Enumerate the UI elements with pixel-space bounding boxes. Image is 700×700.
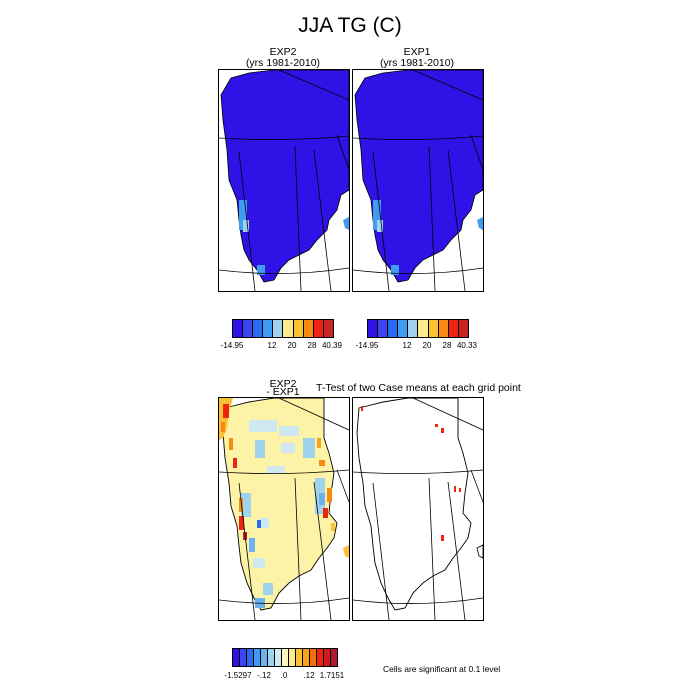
ttest-title: T-Test of two Case means at each grid po… bbox=[316, 382, 521, 394]
panel-title-exp2: EXP2 (yrs 1981-2010) bbox=[218, 47, 348, 69]
colorbar-swatch bbox=[296, 649, 303, 666]
colorbar-swatch bbox=[323, 320, 333, 337]
panel-name-diff-line1: EXP2 bbox=[269, 378, 297, 390]
tick-label: 1.7151 bbox=[319, 671, 345, 680]
colorbar-swatch bbox=[388, 320, 399, 337]
tick-label: 12 bbox=[402, 341, 412, 350]
colorbar-swatch bbox=[324, 649, 331, 666]
tick-label: 20 bbox=[287, 341, 297, 350]
colorbar-swatch bbox=[310, 649, 317, 666]
colorbar-exp1-labels: -14.95 12 20 28 40.33 bbox=[356, 341, 477, 353]
tick-label: .12 bbox=[303, 671, 315, 680]
map-ttest bbox=[352, 397, 484, 621]
colorbar-swatch bbox=[317, 649, 324, 666]
colorbar-swatch bbox=[368, 320, 379, 337]
panel-title-exp1: EXP1 (yrs 1981-2010) bbox=[352, 47, 482, 69]
colorbar-swatch bbox=[282, 649, 289, 666]
colorbar-swatch bbox=[458, 320, 468, 337]
colorbar-swatch bbox=[261, 649, 268, 666]
colorbar-swatch bbox=[289, 649, 296, 666]
tick-label: -1.5297 bbox=[224, 671, 252, 680]
colorbar-swatch bbox=[247, 649, 254, 666]
panel-name-exp1: EXP1 bbox=[403, 46, 431, 58]
tick-label: 40.39 bbox=[321, 341, 343, 350]
colorbar-swatch bbox=[283, 320, 294, 337]
panel-name-diff-line2: - EXP1 bbox=[266, 386, 300, 398]
tick-label: -14.95 bbox=[355, 341, 379, 350]
colorbar-swatch bbox=[233, 649, 240, 666]
colorbar-swatch bbox=[303, 320, 314, 337]
colorbar-swatch bbox=[233, 320, 244, 337]
tick-label: 40.33 bbox=[456, 341, 478, 350]
colorbar-diff bbox=[232, 648, 338, 667]
colorbar-swatch bbox=[303, 649, 310, 666]
colorbar-swatch bbox=[275, 649, 282, 666]
map-exp2 bbox=[218, 69, 350, 292]
tick-label: .0 bbox=[280, 671, 288, 680]
map-exp1 bbox=[352, 69, 484, 292]
colorbar-swatch bbox=[240, 649, 247, 666]
colorbar-swatch bbox=[273, 320, 284, 337]
colorbar-swatch bbox=[448, 320, 459, 337]
colorbar-exp1 bbox=[367, 319, 469, 338]
tick-label: 28 bbox=[442, 341, 452, 350]
colorbar-exp2-labels: -14.95 12 20 28 40.39 bbox=[221, 341, 342, 353]
tick-label: 28 bbox=[307, 341, 317, 350]
colorbar-swatch bbox=[293, 320, 304, 337]
tick-label: -14.95 bbox=[220, 341, 244, 350]
significance-note: Cells are significant at 0.1 level bbox=[383, 664, 501, 674]
colorbar-swatch bbox=[268, 649, 275, 666]
colorbar-swatch bbox=[313, 320, 324, 337]
colorbar-diff-labels: -1.5297 -.12 .0 .12 1.7151 bbox=[224, 671, 344, 683]
colorbar-swatch bbox=[331, 649, 337, 666]
tick-label: -.12 bbox=[257, 671, 271, 680]
colorbar-swatch bbox=[438, 320, 449, 337]
colorbar-swatch bbox=[428, 320, 439, 337]
panel-name-exp2: EXP2 bbox=[269, 46, 297, 58]
colorbar-swatch bbox=[408, 320, 419, 337]
figure-title: JJA TG (C) bbox=[298, 14, 402, 37]
panel-years-exp2: (yrs 1981-2010) bbox=[245, 57, 321, 69]
colorbar-swatch bbox=[254, 649, 261, 666]
colorbar-swatch bbox=[378, 320, 389, 337]
colorbar-swatch bbox=[263, 320, 274, 337]
panel-title-diff: EXP2 - EXP1 bbox=[258, 379, 308, 398]
panel-years-exp1: (yrs 1981-2010) bbox=[379, 57, 455, 69]
colorbar-swatch bbox=[418, 320, 429, 337]
tick-label: 20 bbox=[422, 341, 432, 350]
colorbar-swatch bbox=[243, 320, 254, 337]
colorbar-swatch bbox=[253, 320, 264, 337]
colorbar-exp2 bbox=[232, 319, 334, 338]
colorbar-swatch bbox=[398, 320, 409, 337]
map-difference bbox=[218, 397, 350, 621]
tick-label: 12 bbox=[267, 341, 277, 350]
